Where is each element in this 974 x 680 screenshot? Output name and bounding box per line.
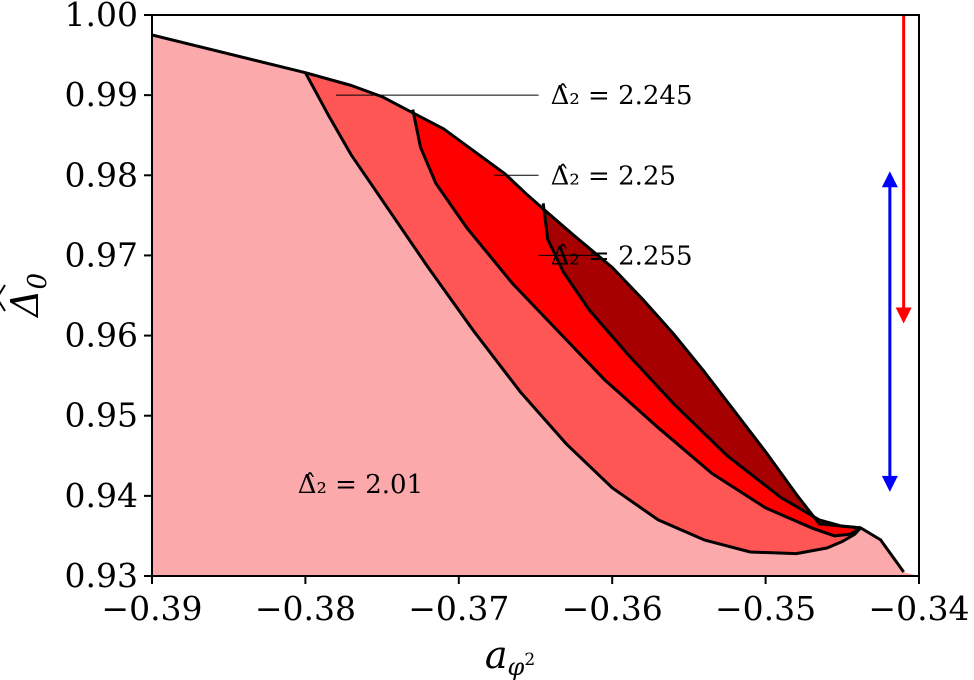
annotation-labels: Δ̂₂ = 2.245 Δ̂₂ = 2.25 Δ̂₂ = 2.255 Δ̂₂ = 2.… <box>298 81 693 500</box>
range-arrow-0 <box>895 15 912 324</box>
annotation-label-3: Δ̂₂ = 2.01 <box>298 470 423 500</box>
upper-envelope-line <box>152 33 905 573</box>
annotation-label-2: Δ̂₂ = 2.255 <box>551 241 693 271</box>
x-tick-label: −0.34 <box>868 589 969 628</box>
y-tick-label: 0.95 <box>65 396 138 435</box>
y-tick-label: 0.99 <box>65 75 138 114</box>
x-tick-label: −0.36 <box>562 589 663 628</box>
svg-text:Δ0: Δ0 <box>3 273 53 319</box>
plot-frame <box>151 14 920 577</box>
region-boundary-2 <box>411 109 862 538</box>
y-tick-label: 0.94 <box>65 476 138 515</box>
x-tick-label: −0.37 <box>408 589 509 628</box>
range-arrows <box>881 15 912 492</box>
range-arrow-1 <box>881 171 898 492</box>
x-axis-label: aφ2 <box>485 633 535 680</box>
y-axis-label: Δ0 <box>0 273 53 319</box>
annotation-label-1: Δ̂₂ = 2.25 <box>551 161 676 191</box>
x-axis-ticks: −0.39 −0.38 −0.37 −0.36 −0.35 −0.34 <box>101 576 970 628</box>
y-tick-label: 0.93 <box>65 556 138 595</box>
annotation-label-0: Δ̂₂ = 2.245 <box>551 81 693 111</box>
y-tick-label: 0.96 <box>65 316 138 355</box>
filled-regions <box>152 33 919 576</box>
region-boundary-1 <box>304 71 862 556</box>
y-tick-label: 0.98 <box>65 155 138 194</box>
x-tick-label: −0.38 <box>255 589 356 628</box>
y-axis-ticks: 0.93 0.94 0.95 0.96 0.97 0.98 0.99 1.00 <box>65 0 152 595</box>
y-tick-label: 0.97 <box>65 235 138 274</box>
region-boundary-3 <box>541 203 861 530</box>
region-3 <box>543 203 861 528</box>
x-tick-label: −0.35 <box>715 589 816 628</box>
x-tick-label: −0.39 <box>101 589 202 628</box>
annotation-lines <box>336 94 597 256</box>
y-tick-label: 1.00 <box>65 0 138 34</box>
